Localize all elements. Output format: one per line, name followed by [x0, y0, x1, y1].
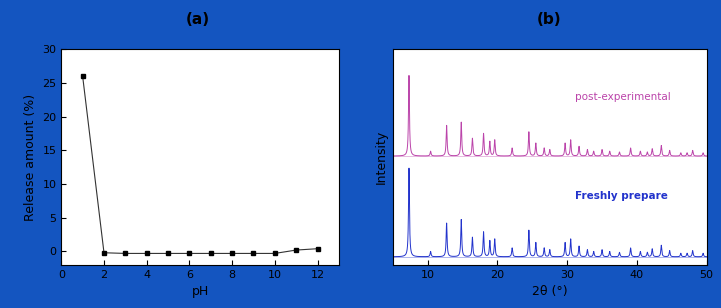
Y-axis label: Release amount (%): Release amount (%)	[24, 94, 37, 221]
Text: (b): (b)	[537, 12, 562, 27]
X-axis label: pH: pH	[192, 285, 208, 298]
Text: post-experimental: post-experimental	[575, 92, 671, 102]
X-axis label: 2θ (°): 2θ (°)	[532, 285, 567, 298]
Text: (a): (a)	[186, 12, 211, 27]
Y-axis label: Intensity: Intensity	[374, 130, 387, 184]
Text: Freshly prepare: Freshly prepare	[575, 191, 668, 201]
